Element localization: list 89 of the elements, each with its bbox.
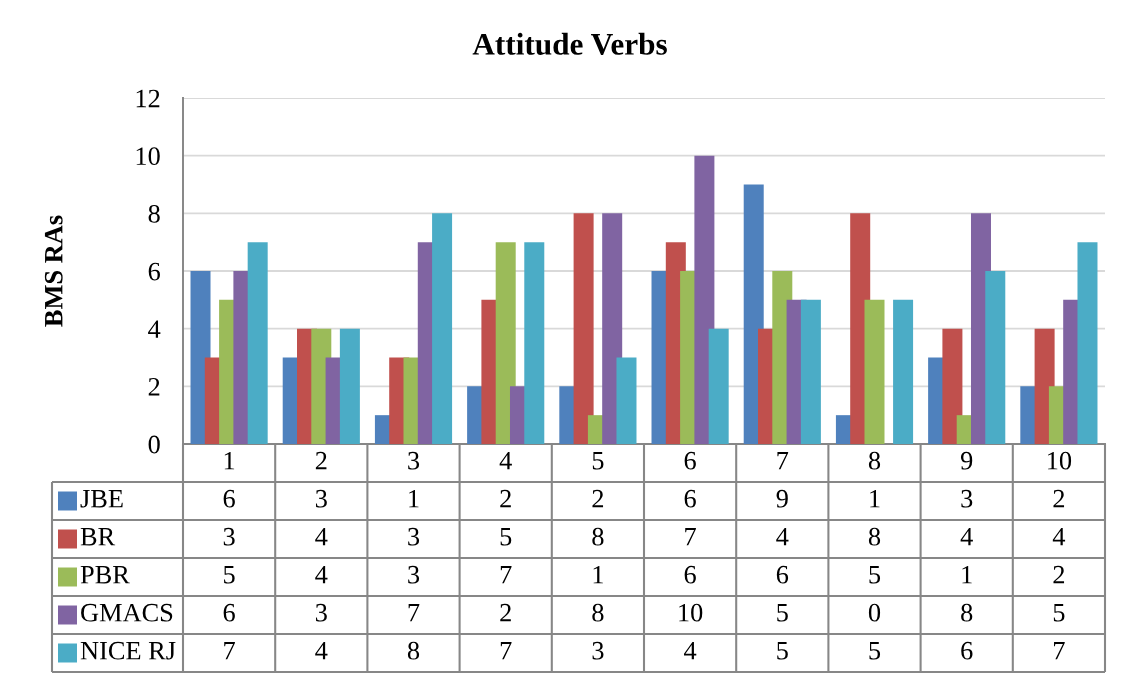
data-label: 5 bbox=[777, 604, 788, 622]
bar bbox=[247, 242, 268, 444]
bar bbox=[864, 299, 885, 444]
y-tick-label: 10 bbox=[136, 147, 160, 166]
bar bbox=[893, 299, 914, 444]
x-tick-label: 9 bbox=[960, 451, 973, 470]
bar bbox=[339, 328, 360, 444]
data-label: 6 bbox=[684, 489, 696, 508]
bar bbox=[985, 271, 1006, 444]
data-label: 6 bbox=[961, 641, 973, 660]
data-label: 5 bbox=[1053, 604, 1065, 622]
data-label: 2 bbox=[592, 489, 604, 508]
data-label: 3 bbox=[408, 527, 420, 546]
data-label: 5 bbox=[869, 642, 881, 660]
y-tick-label: 8 bbox=[148, 204, 160, 223]
data-label: 8 bbox=[961, 603, 973, 622]
data-label: 3 bbox=[961, 489, 973, 508]
data-label: 3 bbox=[315, 603, 327, 622]
bar bbox=[942, 328, 963, 444]
data-label: 3 bbox=[223, 527, 235, 546]
data-label: 2 bbox=[1053, 489, 1065, 508]
data-label: 2 bbox=[500, 489, 511, 508]
data-label: 7 bbox=[685, 528, 696, 546]
legend-label: JBE bbox=[80, 490, 123, 508]
x-tick-label: 10 bbox=[1048, 451, 1072, 470]
bar bbox=[524, 242, 545, 444]
x-tick-label: 3 bbox=[408, 451, 420, 470]
data-label: 2 bbox=[500, 603, 511, 622]
y-tick-label: 4 bbox=[148, 320, 161, 338]
y-tick-label: 0 bbox=[148, 435, 160, 454]
y-tick-label: 12 bbox=[136, 89, 160, 108]
bar bbox=[1077, 242, 1098, 444]
data-label: 3 bbox=[315, 489, 327, 508]
data-label: 4 bbox=[315, 565, 328, 584]
data-label: 1 bbox=[962, 565, 972, 584]
data-label: 5 bbox=[224, 566, 235, 584]
data-label: 10 bbox=[679, 603, 703, 622]
bar bbox=[432, 213, 453, 444]
data-label: 4 bbox=[776, 527, 789, 546]
bar bbox=[573, 213, 594, 444]
x-tick-label: 8 bbox=[868, 451, 881, 470]
legend-label: NICE RJ bbox=[80, 641, 176, 660]
bar bbox=[708, 328, 729, 444]
x-tick-label: 4 bbox=[499, 451, 512, 470]
bar bbox=[616, 357, 637, 444]
data-label: 3 bbox=[592, 641, 604, 660]
data-label: 1 bbox=[870, 489, 880, 508]
data-label: 9 bbox=[776, 489, 788, 508]
data-label: 1 bbox=[593, 565, 603, 584]
legend-label: GMACS bbox=[81, 603, 173, 622]
y-tick-label: 6 bbox=[148, 262, 160, 281]
y-tick-label: 2 bbox=[148, 378, 160, 396]
x-tick-label: 6 bbox=[684, 451, 696, 470]
data-label: 4 bbox=[1052, 527, 1066, 546]
data-label: 5 bbox=[500, 528, 512, 546]
data-label: 6 bbox=[776, 565, 789, 584]
x-tick-label: 1 bbox=[224, 451, 235, 470]
data-label: 6 bbox=[223, 489, 235, 508]
bar bbox=[495, 242, 516, 444]
data-label: 6 bbox=[684, 565, 696, 584]
data-label: 7 bbox=[500, 642, 512, 660]
data-label: 7 bbox=[224, 642, 235, 660]
data-label: 2 bbox=[1053, 565, 1065, 584]
data-label: 8 bbox=[868, 527, 881, 546]
data-label: 5 bbox=[777, 642, 788, 660]
data-label: 1 bbox=[409, 489, 419, 508]
data-label: 0 bbox=[868, 603, 881, 622]
data-label: 7 bbox=[1054, 642, 1065, 660]
data-label: 7 bbox=[408, 604, 420, 622]
legend-label: BR bbox=[80, 528, 116, 546]
legend-label: PBR bbox=[80, 566, 130, 584]
x-tick-label: 7 bbox=[777, 452, 789, 470]
data-label: 8 bbox=[407, 641, 420, 660]
data-label: 6 bbox=[223, 603, 235, 622]
data-label: 8 bbox=[592, 603, 604, 622]
x-tick-label: 5 bbox=[592, 452, 604, 470]
y-axis-title: BMS RAs bbox=[44, 215, 63, 327]
data-label: 4 bbox=[315, 641, 328, 660]
bar bbox=[800, 299, 821, 444]
data-label: 8 bbox=[592, 527, 604, 546]
data-label: 4 bbox=[315, 527, 328, 546]
data-label: 4 bbox=[960, 527, 973, 546]
chart-title: Attitude Verbs bbox=[472, 32, 667, 55]
x-tick-label: 2 bbox=[315, 451, 327, 470]
data-label: 4 bbox=[684, 641, 697, 660]
data-label: 7 bbox=[500, 566, 512, 584]
data-label: 3 bbox=[408, 565, 420, 584]
data-label: 5 bbox=[869, 566, 881, 584]
bar bbox=[694, 155, 715, 444]
